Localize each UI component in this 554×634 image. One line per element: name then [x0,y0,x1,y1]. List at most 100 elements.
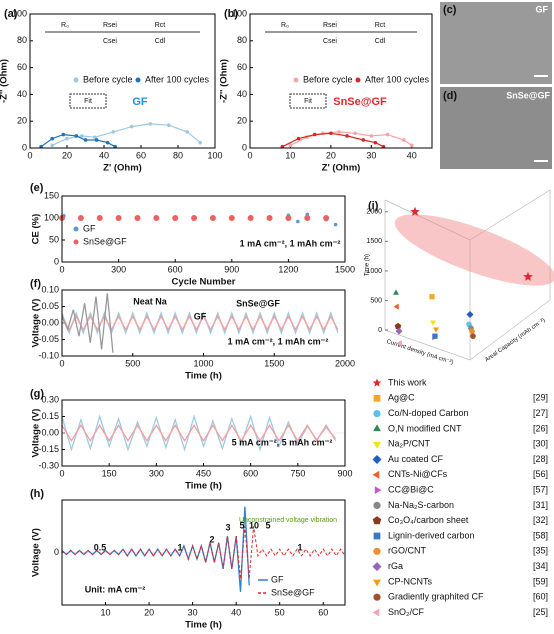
legend-label: O,N modified CNT [388,423,462,433]
data-point [148,122,153,126]
legend-swatch [135,77,141,83]
fit-box [289,93,327,109]
y-tick-label: 80 [237,35,247,45]
x-tick-label: 300 [111,264,126,274]
data-point [329,131,333,136]
legend-label: After 100 cycles [145,74,210,84]
legend-swatch [73,226,79,232]
legend-label: SnO₂/CF [388,607,425,617]
data-point [191,215,198,221]
voltage-trace [61,414,337,452]
legend-label: rGa [388,561,403,571]
annotation: 2 [209,534,214,544]
x-axis-label: Z' (Ohm) [322,163,361,174]
data-point [129,124,134,129]
data-point [185,130,190,134]
data-point [353,131,357,136]
legend-label: SnSe@GF [271,587,315,597]
legend-ref: [25] [533,607,548,617]
annotation: GF [194,311,207,321]
y-axis-label: Time (h) [365,254,371,276]
data-point [50,143,54,148]
data-point [80,134,84,138]
y-axis-label: Voltage (V) [31,528,42,577]
plot-frame [249,13,433,149]
data-point [94,138,99,142]
data-point [296,219,300,224]
fit-line [290,131,413,146]
legend-ref: [31] [533,500,548,510]
x-tick-label: 900 [224,264,239,274]
marker [373,410,381,418]
legend-label: GF [83,223,96,233]
legend-label: GF [271,574,284,584]
voltage-trace [61,424,337,442]
circuit-label: R₀ [61,22,69,29]
marker [372,470,380,479]
legend-label: SnSe@GF [83,236,127,246]
marker [433,327,439,333]
y-tick-label: 0.00 [41,427,59,437]
y-tick-label: 0.10 [41,284,59,294]
data-point [134,215,141,221]
fit-line [51,123,201,146]
data-point [228,215,235,221]
data-point [266,215,273,221]
marker [393,303,399,310]
legend-ref: [56] [533,469,548,479]
legend-ref: [30] [533,439,548,449]
circuit-label: R₀ [281,22,289,29]
legend-swatch [73,239,79,245]
marker [466,311,474,318]
data-point [77,215,84,221]
y-axis-label: -Z'' (Ohm) [0,59,10,103]
legend-label: Lignin-derived carbon [388,530,475,540]
marker [373,424,381,432]
y-tick-label: 20 [237,116,247,126]
legend-label: Au coated CF [388,454,444,464]
x-tick-label: 1500 [335,264,355,274]
data-point [209,215,216,221]
data-point [285,215,292,221]
data-point [323,215,330,221]
annotation: 1 [177,542,182,552]
marker [394,322,402,330]
annotation: 10 [249,520,259,530]
y-tick-label: 20 [17,116,27,126]
x-axis-label: Time (h) [185,481,222,492]
x-axis-label: Time (h) [185,620,222,631]
fit-label: Fit [304,98,312,105]
y-axis-label: CE (%) [31,214,42,245]
y-tick-label: 150 [44,190,59,200]
sem-image [440,2,552,84]
y-tick-label: 0 [242,142,247,152]
legend-label: Ag@C [388,393,415,403]
x-axis-label: Areal Capacity (mAh cm⁻²) [484,317,546,363]
legend-label: CNTs-Ni@CFs [388,469,448,479]
marker [523,271,533,281]
data-point [288,143,293,148]
y-tick-label: 50 [49,234,59,244]
circuit-label: Rct [155,22,166,29]
data-point [96,215,103,221]
marker [395,327,403,335]
y-tick-label: 1000 [366,268,382,275]
panel-label: (f) [30,278,41,290]
panel-label: (i) [368,200,379,212]
y-tick-label: -0.30 [38,460,59,470]
voltage-trace [61,526,346,579]
legend-ref: [29] [533,393,548,403]
marker [373,441,381,449]
plot-frame [61,289,346,357]
data-point [409,143,414,148]
y-tick-label: 60 [237,62,247,72]
x-tick-label: 100 [207,150,222,160]
y-tick-label: 500 [370,297,382,304]
data-point [296,136,301,141]
y-tick-label: 0 [54,547,59,557]
y-tick-label: 100 [44,212,59,222]
circuit-label: Cdl [155,38,166,45]
annotation: 3 [225,522,230,532]
marker [372,455,382,464]
